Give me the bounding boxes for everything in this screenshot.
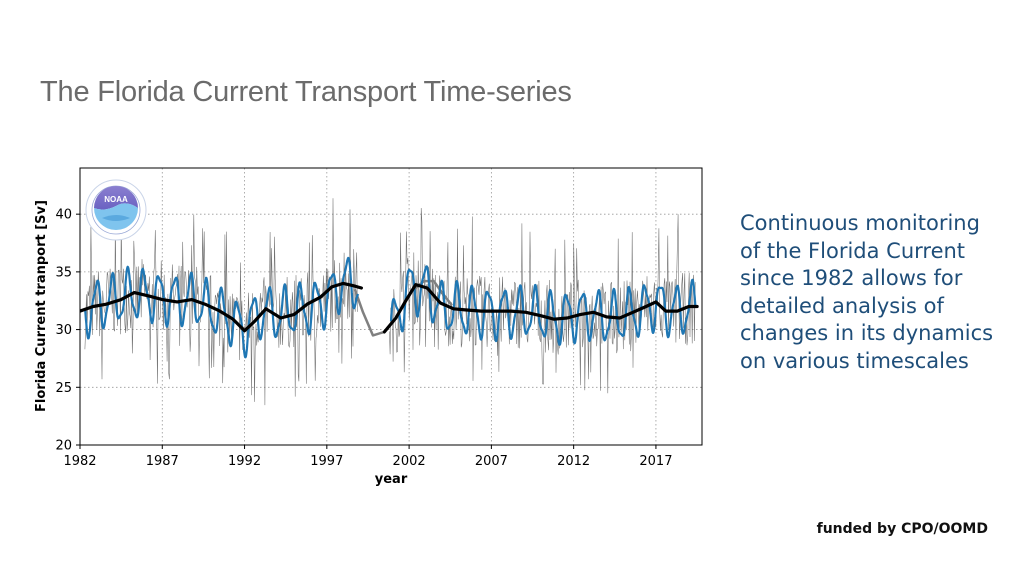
side-caption-line: since 1982 allows for <box>740 266 963 290</box>
plot-area <box>80 198 699 406</box>
side-caption-line: detailed analysis of <box>740 293 944 318</box>
filtered-line <box>83 256 360 359</box>
filtered-line <box>389 265 697 346</box>
annual-series <box>80 281 699 334</box>
y-axis-ticks: 20 25 30 35 40 <box>55 208 80 454</box>
y-tick-label: 20 <box>55 439 72 454</box>
y-tick-label: 30 <box>55 323 72 338</box>
slide-title: The Florida Current Transport Time-serie… <box>40 76 572 108</box>
side-caption-line: of the Florida Current <box>740 238 966 263</box>
y-tick-label: 25 <box>55 381 72 396</box>
x-tick-label: 1987 <box>146 454 179 469</box>
annual-mean-line <box>382 283 699 334</box>
transport-chart: NOAA 1982 1987 1992 1997 2002 2007 2012 2017 20… <box>34 167 703 487</box>
plot-frame <box>79 167 703 446</box>
y-tick-label: 35 <box>55 265 72 280</box>
x-axis-label: year <box>375 472 408 487</box>
noaa-logo: NOAA <box>85 179 147 241</box>
x-tick-label: 1992 <box>228 454 261 469</box>
x-tick-label: 2012 <box>557 454 590 469</box>
y-axis-label: Florida Current tranport [Sv] <box>34 200 49 412</box>
x-tick-label: 2002 <box>393 454 426 469</box>
side-caption-line: Continuous monitoring <box>740 211 980 235</box>
filtered-series <box>83 256 697 359</box>
side-caption-line: on various timescales <box>740 348 969 373</box>
gap-line <box>353 288 385 337</box>
x-tick-label: 2017 <box>639 454 672 469</box>
side-caption-line: changes in its dynamics <box>740 321 994 345</box>
y-tick-label: 40 <box>55 208 72 223</box>
annual-mean-line <box>80 281 363 333</box>
side-caption: Continuous monitoring of the Florida Cur… <box>740 210 1010 375</box>
x-tick-label: 1997 <box>310 454 343 469</box>
noaa-logo-text: NOAA <box>104 195 128 204</box>
x-tick-label: 1982 <box>63 454 96 469</box>
x-axis-ticks: 1982 1987 1992 1997 2002 2007 2012 2017 <box>63 445 672 469</box>
funding-note: funded by CPO/OOMD <box>816 521 988 537</box>
x-tick-label: 2007 <box>475 454 508 469</box>
